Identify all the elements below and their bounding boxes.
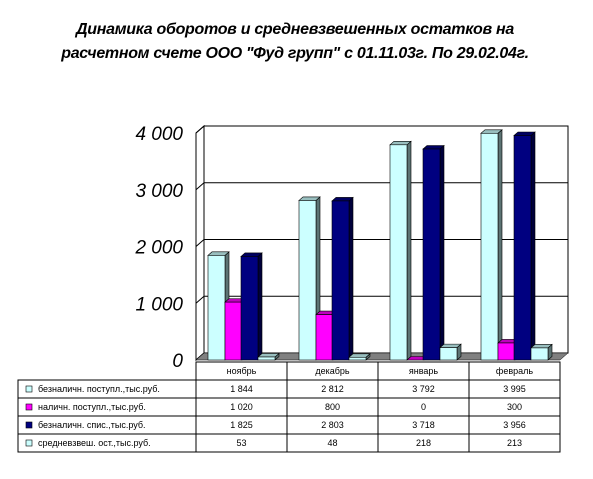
chart-title: Динамика оборотов и средневзвешенных ост… bbox=[61, 21, 529, 62]
bar-side bbox=[406, 140, 412, 361]
legend-swatch bbox=[25, 385, 33, 393]
data-cell: 0 bbox=[421, 402, 426, 412]
bar-side bbox=[257, 252, 263, 361]
data-cell: 1 020 bbox=[230, 402, 253, 412]
legend-swatch bbox=[25, 439, 33, 447]
bar-top bbox=[530, 344, 553, 349]
data-cell: 1 825 bbox=[230, 420, 253, 430]
y-tick-label: 2 000 bbox=[134, 238, 183, 259]
bar bbox=[331, 200, 350, 361]
bar bbox=[257, 356, 276, 361]
bar-side bbox=[530, 131, 536, 361]
bar-side bbox=[439, 144, 445, 361]
y-tick-label: 4 000 bbox=[135, 124, 183, 145]
bar-top bbox=[422, 145, 445, 150]
data-cell: 218 bbox=[416, 438, 431, 448]
data-cell: 2 812 bbox=[321, 384, 344, 394]
bar bbox=[439, 347, 458, 361]
bar-top bbox=[240, 252, 263, 257]
data-cell: 53 bbox=[236, 438, 246, 448]
category-label: январь bbox=[409, 366, 439, 376]
bar-top bbox=[348, 353, 371, 358]
bar-top bbox=[298, 196, 321, 201]
gridline bbox=[195, 182, 568, 191]
gridline bbox=[195, 295, 568, 304]
bar bbox=[422, 148, 441, 361]
gridline bbox=[195, 125, 568, 134]
bar bbox=[240, 256, 259, 361]
category-label: декабрь bbox=[315, 366, 350, 376]
bar bbox=[315, 314, 334, 361]
data-cell: 48 bbox=[327, 438, 337, 448]
bar-top bbox=[207, 251, 230, 256]
data-cell: 800 bbox=[325, 402, 340, 412]
data-cell: 3 956 bbox=[503, 420, 526, 430]
series-name: безналичн. поступл.,тыс.руб. bbox=[38, 384, 160, 394]
y-tick-label: 0 bbox=[172, 351, 183, 372]
bar bbox=[389, 144, 408, 361]
bar bbox=[513, 135, 532, 361]
bar bbox=[480, 132, 499, 361]
bar-side bbox=[348, 196, 354, 361]
y-tick-label: 1 000 bbox=[135, 294, 183, 315]
series-name: безналичн. спис.,тыс.руб. bbox=[38, 420, 146, 430]
series-name: наличн. поступл.,тыс.руб. bbox=[38, 402, 146, 412]
bar bbox=[348, 356, 367, 361]
bar bbox=[497, 342, 516, 361]
category-label: ноябрь bbox=[227, 366, 257, 376]
y-tick-label: 3 000 bbox=[135, 181, 183, 202]
data-cell: 213 bbox=[507, 438, 522, 448]
data-cell: 3 995 bbox=[503, 384, 526, 394]
bar-top bbox=[513, 131, 536, 136]
legend-swatch bbox=[25, 421, 33, 429]
bar-top bbox=[257, 353, 280, 358]
bar-top bbox=[439, 343, 462, 348]
data-cell: 2 803 bbox=[321, 420, 344, 430]
data-cell: 300 bbox=[507, 402, 522, 412]
category-label: февраль bbox=[496, 366, 533, 376]
legend-swatch bbox=[25, 403, 33, 411]
gridline bbox=[195, 239, 568, 247]
bar-top bbox=[331, 197, 354, 202]
bar bbox=[530, 347, 549, 361]
data-cell: 3 792 bbox=[412, 384, 435, 394]
bar-side bbox=[497, 129, 503, 361]
series-name: средневзвеш. ост.,тыс.руб. bbox=[38, 438, 151, 448]
bar-top bbox=[389, 141, 412, 146]
bar bbox=[298, 200, 317, 361]
data-cell: 1 844 bbox=[230, 384, 253, 394]
bar bbox=[207, 255, 226, 361]
bar-top bbox=[480, 129, 503, 134]
bar bbox=[224, 301, 243, 361]
data-cell: 3 718 bbox=[412, 420, 435, 430]
